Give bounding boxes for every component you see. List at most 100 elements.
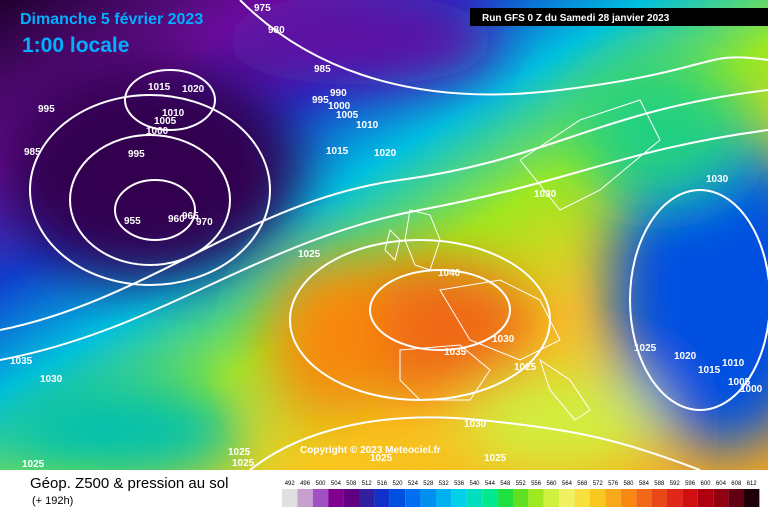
isobar-label: 1025 (514, 362, 537, 373)
isobar-label: 990 (330, 88, 347, 99)
scale-swatch (374, 489, 390, 507)
scale-label: 612 (747, 481, 758, 487)
scale-swatch (297, 489, 313, 507)
isobar-label: 1025 (634, 343, 657, 354)
isobar-label: 985 (314, 64, 331, 75)
field-blobs (0, 0, 768, 470)
scale-label: 584 (639, 481, 650, 487)
scale-swatch (328, 489, 344, 507)
footer-title: Géop. Z500 & pression au sol (30, 475, 228, 492)
scale-swatch (636, 489, 652, 507)
scale-swatch (713, 489, 729, 507)
isobar-label: 955 (124, 216, 141, 227)
scale-swatch (728, 489, 744, 507)
scale-label: 600 (700, 481, 711, 487)
scale-label: 564 (562, 481, 573, 487)
isobar-label: 995 (312, 95, 329, 106)
scale-label: 496 (300, 481, 311, 487)
isobar-label: 1030 (534, 189, 557, 200)
isobar-label: 1015 (148, 82, 171, 93)
isobar-label: 970 (196, 217, 213, 228)
isobar-label: 1005 (728, 377, 751, 388)
isobar-label: 1015 (698, 365, 721, 376)
isobar-label: 980 (268, 25, 285, 36)
scale-swatch (574, 489, 590, 507)
isobar-label: 1010 (722, 358, 745, 369)
isobar-label: 995 (38, 104, 55, 115)
isobar-label: 1005 (154, 116, 177, 127)
scale-swatch (343, 489, 359, 507)
scale-label: 588 (654, 481, 665, 487)
scale-swatch (513, 489, 529, 507)
scale-label: 604 (716, 481, 727, 487)
scale-label: 500 (315, 481, 326, 487)
isobar-label: 995 (128, 149, 145, 160)
isobar-label: 1010 (162, 108, 185, 119)
subtitle: 1:00 locale (22, 34, 129, 57)
isobar-label: 1025 (370, 453, 393, 464)
scale-label: 596 (685, 481, 696, 487)
scale-swatch (389, 489, 406, 507)
scale-label: 512 (362, 481, 373, 487)
isobar-label: 1035 (10, 356, 33, 367)
scale-label: 520 (392, 481, 403, 487)
scale-swatch (651, 489, 667, 507)
scale-label: 568 (577, 481, 588, 487)
title: Dimanche 5 février 2023 (20, 11, 203, 28)
footer-lead: (+ 192h) (32, 495, 73, 507)
isobar-label: 1005 (336, 110, 359, 121)
isobar-label: 1030 (492, 334, 515, 345)
isobar-label: 965 (182, 211, 199, 222)
scale-label: 532 (439, 481, 450, 487)
isobar-label: 1000 (146, 126, 169, 137)
isobar-label: 960 (168, 214, 185, 225)
isobars (0, 0, 768, 470)
isobar-label: 1025 (232, 458, 255, 469)
scale-label: 492 (285, 481, 296, 487)
scale-label: 516 (377, 481, 388, 487)
isobar-label: 1030 (464, 419, 487, 430)
scale-label: 576 (608, 481, 619, 487)
scale-label: 524 (408, 481, 419, 487)
scale-label: 608 (731, 481, 742, 487)
isobar-label: 1020 (674, 351, 697, 362)
scale-swatch (420, 489, 436, 507)
scale-swatch (697, 489, 714, 507)
isobar-label: 1015 (326, 146, 349, 157)
scale-label: 528 (423, 481, 434, 487)
isobar-label: 1025 (298, 249, 321, 260)
run-label: Run GFS 0 Z du Samedi 28 janvier 2023 (482, 13, 670, 24)
scale-swatch (559, 489, 575, 507)
scale-label: 548 (500, 481, 511, 487)
scale-label: 560 (546, 481, 557, 487)
scale-swatch (482, 489, 498, 507)
copyright: Copyright © 2023 Meteociel.fr (300, 445, 441, 456)
scale-swatch (744, 489, 760, 507)
scale-label: 580 (623, 481, 634, 487)
scale-label: 572 (593, 481, 604, 487)
scale-swatch (405, 489, 421, 507)
scale-label: 508 (346, 481, 357, 487)
scale-swatch (436, 489, 452, 507)
scale-swatch (451, 489, 467, 507)
isobar-label: 1025 (22, 459, 45, 470)
scale-label: 504 (331, 481, 342, 487)
isobar-label: 1020 (374, 148, 397, 159)
scale-swatch (359, 489, 375, 507)
run-box (470, 8, 768, 26)
isobar-label: 985 (24, 147, 41, 158)
scale-swatch (543, 489, 560, 507)
scale-label: 592 (670, 481, 681, 487)
scale-label: 552 (516, 481, 527, 487)
coastlines (384, 99, 661, 421)
scale-label: 540 (469, 481, 480, 487)
scale-label: 556 (531, 481, 542, 487)
isobar-label: 1025 (228, 447, 251, 458)
scale-swatch (528, 489, 544, 507)
scale-swatch (497, 489, 513, 507)
isobar-label: 1000 (740, 384, 763, 395)
isobar-label: 1040 (438, 268, 461, 279)
scale-label: 536 (454, 481, 465, 487)
